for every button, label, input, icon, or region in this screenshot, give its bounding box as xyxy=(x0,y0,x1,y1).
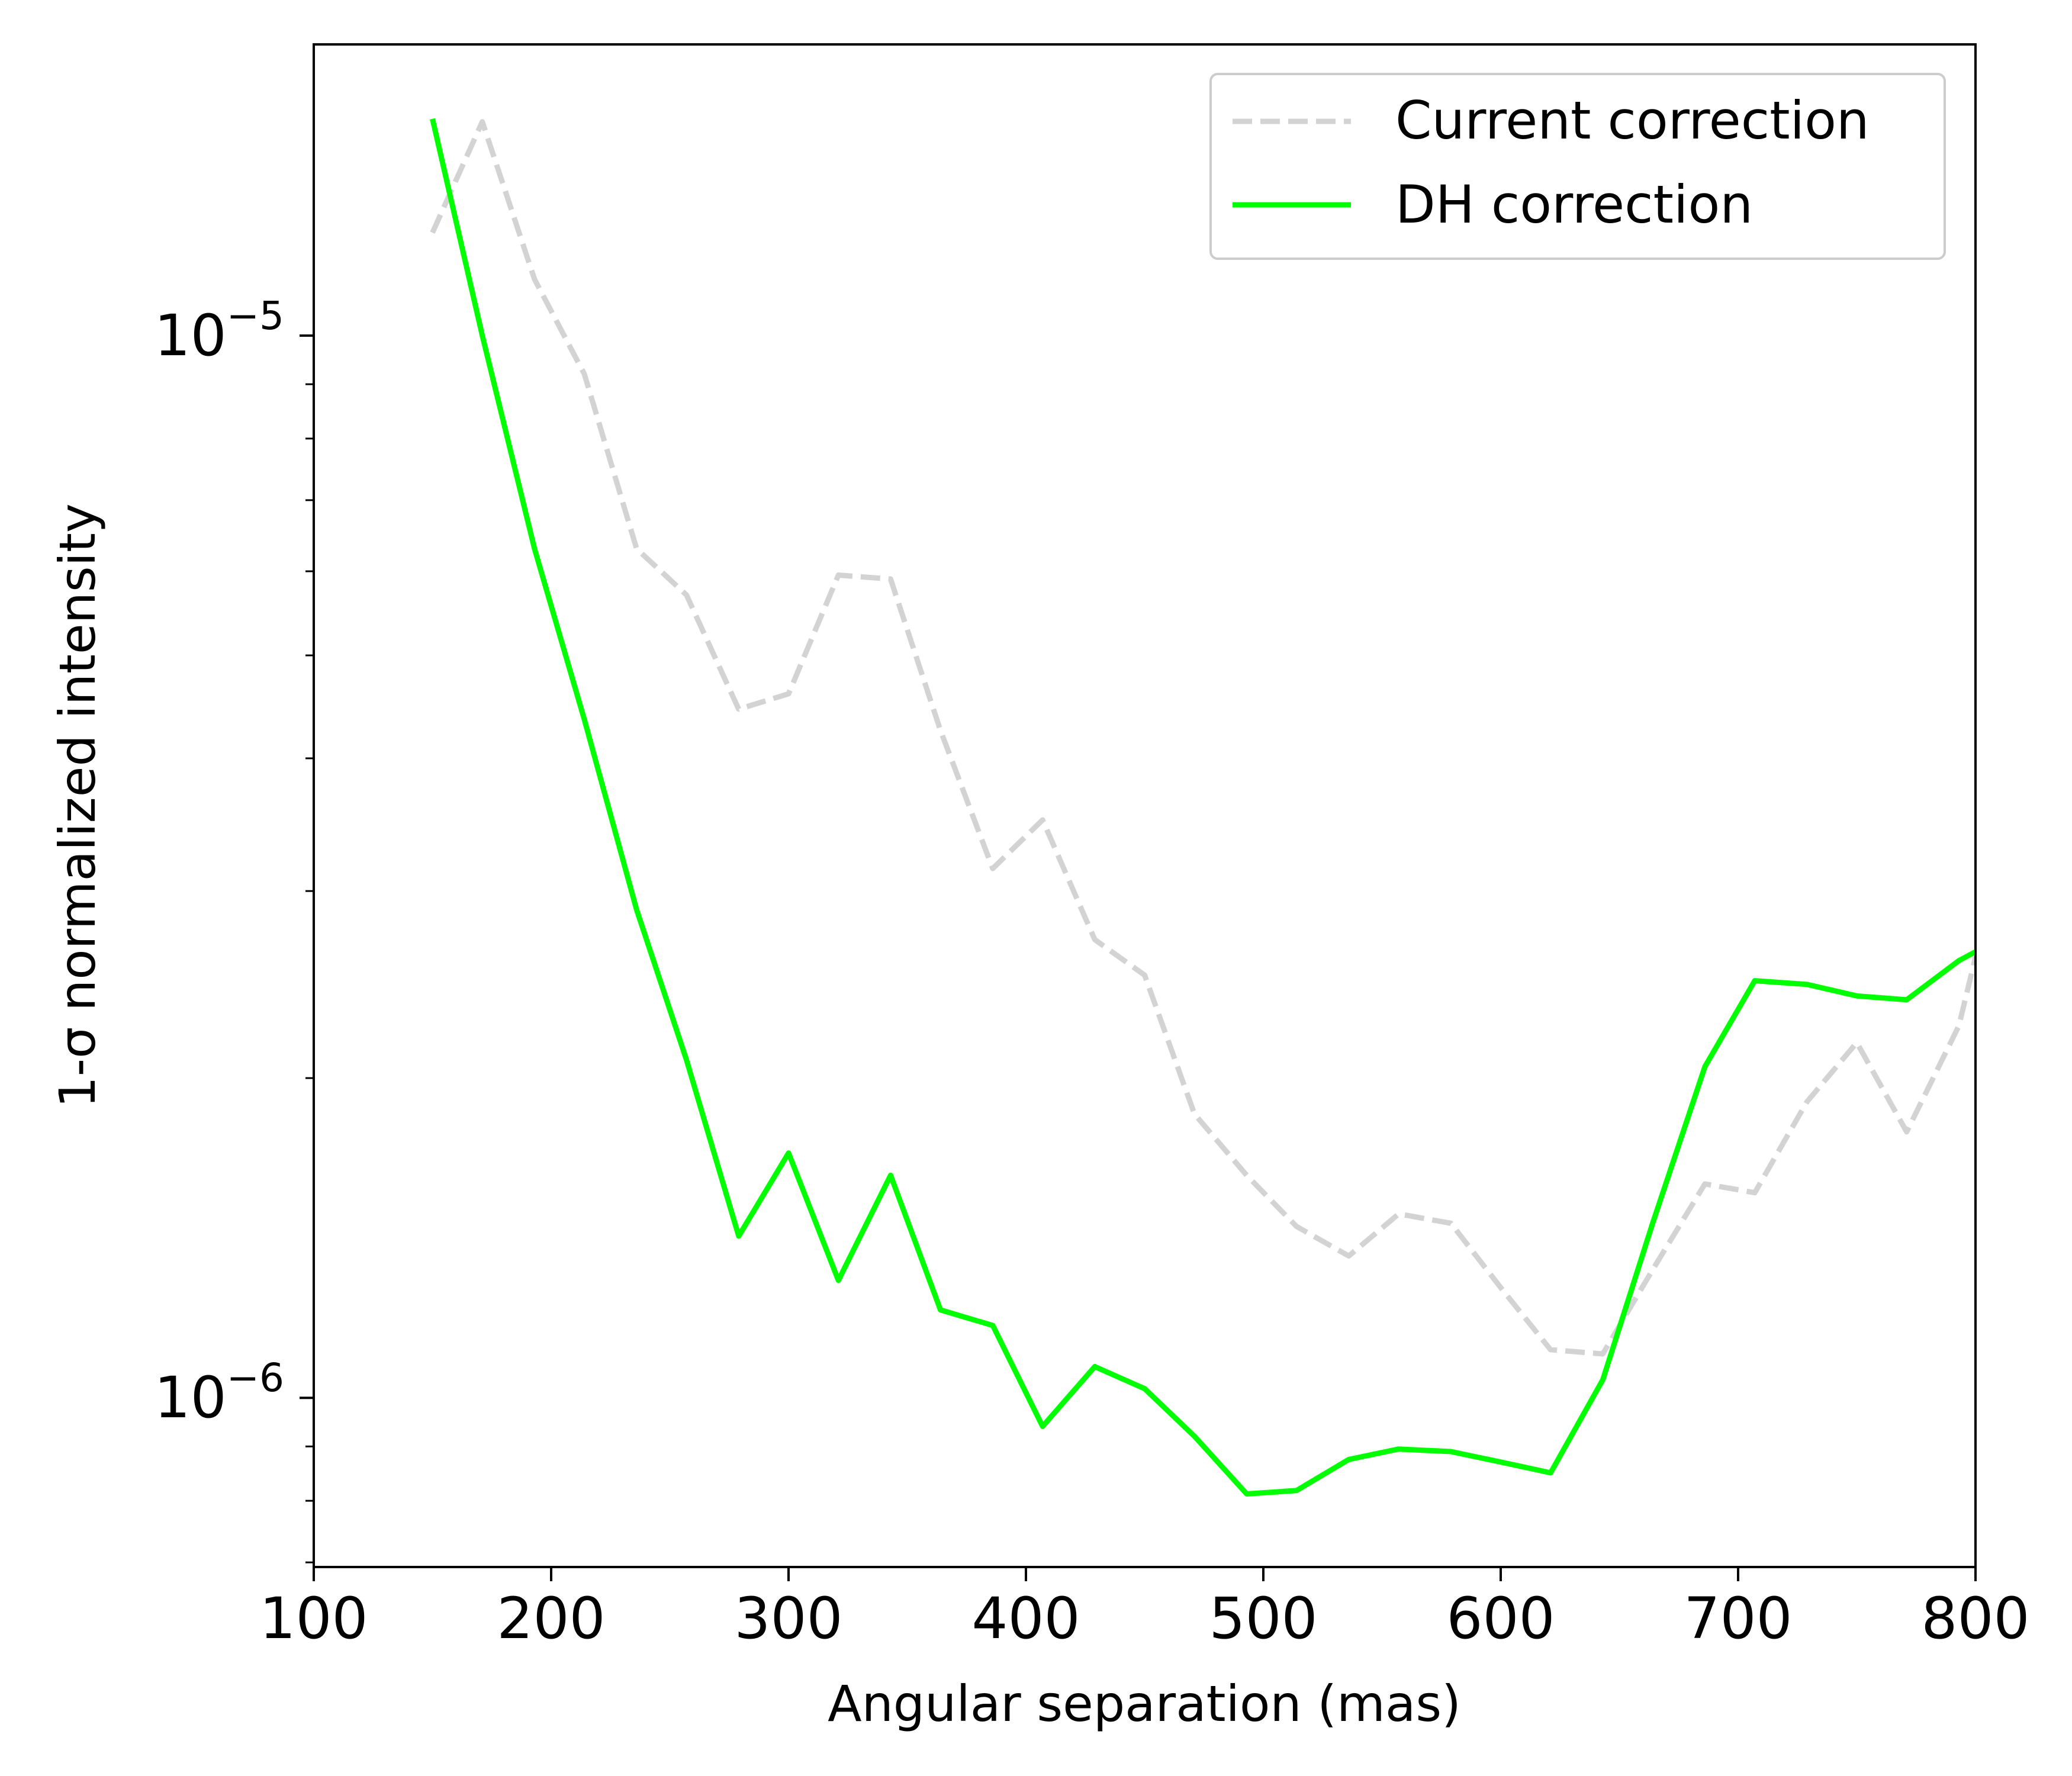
x-tick-label-400: 400 xyxy=(971,1585,1080,1652)
x-tick-label-500: 500 xyxy=(1209,1585,1317,1652)
y-axis: 10−5 10−6 xyxy=(155,293,314,1563)
x-axis-label: Angular separation (mas) xyxy=(828,1675,1461,1733)
y-tick-label: 10−6 xyxy=(155,1355,284,1431)
series-line-dh-correction xyxy=(430,118,1976,1497)
plot-frame xyxy=(313,43,1977,1568)
x-tick-label-600: 600 xyxy=(1446,1585,1555,1652)
y-tick-label: 10−5 xyxy=(155,293,284,369)
legend-label-dh-correction: DH correction xyxy=(1395,174,1753,235)
series-layer xyxy=(430,118,1976,1497)
x-tick-label-200: 200 xyxy=(497,1585,605,1652)
series-line-current-correction xyxy=(430,119,1976,1357)
y-axis-label: 1-σ normalized intensity xyxy=(49,503,107,1108)
x-tick-label-300: 300 xyxy=(734,1585,842,1652)
x-tick-label-100: 100 xyxy=(259,1585,368,1652)
legend: Current correction DH correction xyxy=(1209,73,1946,260)
legend-box xyxy=(1209,73,1946,260)
x-axis: 100 200 300 400 500 600 700 800 xyxy=(259,1567,2030,1652)
x-tick-label-800: 800 xyxy=(1921,1585,2029,1652)
legend-label-current-correction: Current correction xyxy=(1395,90,1870,151)
x-tick-label-700: 700 xyxy=(1684,1585,1792,1652)
